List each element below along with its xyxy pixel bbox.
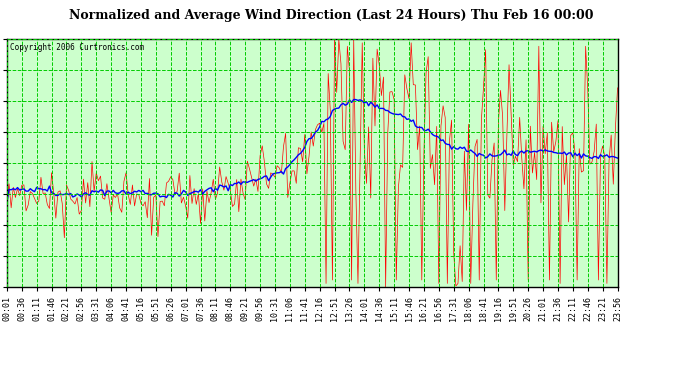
Text: Normalized and Average Wind Direction (Last 24 Hours) Thu Feb 16 00:00: Normalized and Average Wind Direction (L… xyxy=(69,9,593,22)
Text: Copyright 2006 Curtronics.com: Copyright 2006 Curtronics.com xyxy=(10,43,144,52)
